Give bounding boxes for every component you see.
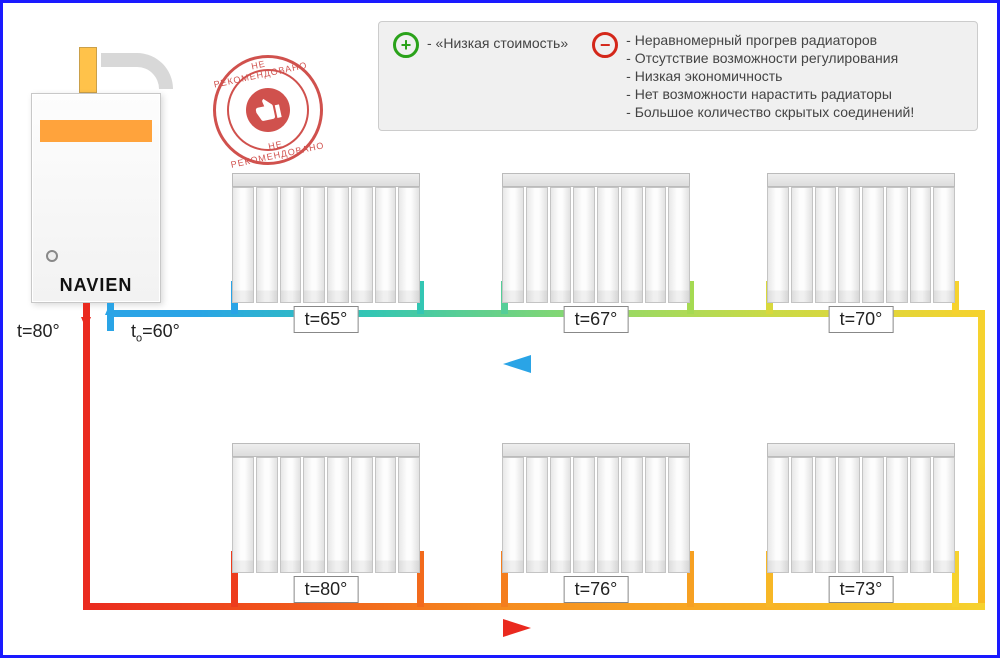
pipe-return-to-boiler	[107, 303, 114, 317]
flue-pipe	[79, 47, 97, 93]
temp-label: t=80°	[294, 576, 359, 603]
diagram-canvas: + - «Низкая стоимость» − Неравномерный п…	[0, 0, 1000, 658]
con-item: Большое количество скрытых соединений!	[626, 104, 914, 120]
boiler-brand: NAVIEN	[32, 275, 160, 296]
cons-column: − Неравномерный прогрев радиаторов Отсут…	[592, 32, 914, 120]
not-recommended-stamp: НЕ РЕКОМЕНДОВАНО НЕ РЕКОМЕНДОВАНО	[203, 45, 333, 175]
radiator-bottom-1: t=80°	[228, 443, 424, 573]
cons-list: Неравномерный прогрев радиаторов Отсутст…	[626, 32, 914, 120]
radiator-top-2: t=67°	[498, 173, 694, 303]
supply-temp-label: t=80°	[17, 321, 60, 342]
radiator-bottom-3: t=73°	[763, 443, 959, 573]
temp-label: t=67°	[564, 306, 629, 333]
pipe-supply-drop	[83, 303, 90, 610]
boiler: NAVIEN	[31, 93, 161, 303]
pros-column: + - «Низкая стоимость»	[393, 32, 568, 120]
minus-icon: −	[592, 32, 618, 58]
radiator-top-1: t=65°	[228, 173, 424, 303]
con-item: Нет возможности нарастить радиаторы	[626, 86, 914, 102]
supply-flow-arrow-icon	[503, 619, 531, 637]
temp-label: t=65°	[294, 306, 359, 333]
temp-label: t=70°	[829, 306, 894, 333]
return-temp-label: tо=60°	[131, 321, 180, 345]
return-flow-arrow-icon	[503, 355, 531, 373]
radiator-bottom-2: t=76°	[498, 443, 694, 573]
flue-exhaust	[101, 53, 173, 89]
plus-icon: +	[393, 32, 419, 58]
boiler-knob	[46, 250, 58, 262]
radiator-top-3: t=70°	[763, 173, 959, 303]
temp-label: t=76°	[564, 576, 629, 603]
pro-text: - «Низкая стоимость»	[427, 32, 568, 51]
pros-cons-box: + - «Низкая стоимость» − Неравномерный п…	[378, 21, 978, 131]
con-item: Низкая экономичность	[626, 68, 914, 84]
pipe-riser-right	[978, 310, 985, 610]
con-item: Отсутствие возможности регулирования	[626, 50, 914, 66]
pipe-supply-main	[83, 603, 985, 610]
temp-label: t=73°	[829, 576, 894, 603]
con-item: Неравномерный прогрев радиаторов	[626, 32, 914, 48]
